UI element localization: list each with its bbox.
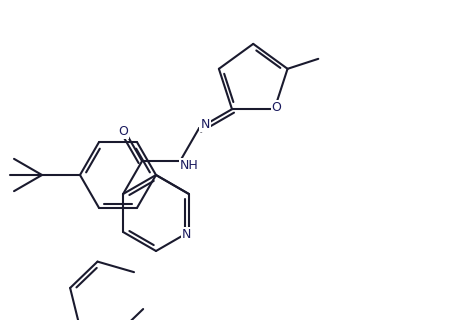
Text: O: O <box>118 124 128 138</box>
Text: O: O <box>271 101 282 114</box>
Text: NH: NH <box>180 159 198 172</box>
Text: N: N <box>182 228 191 241</box>
Text: N: N <box>201 118 210 131</box>
